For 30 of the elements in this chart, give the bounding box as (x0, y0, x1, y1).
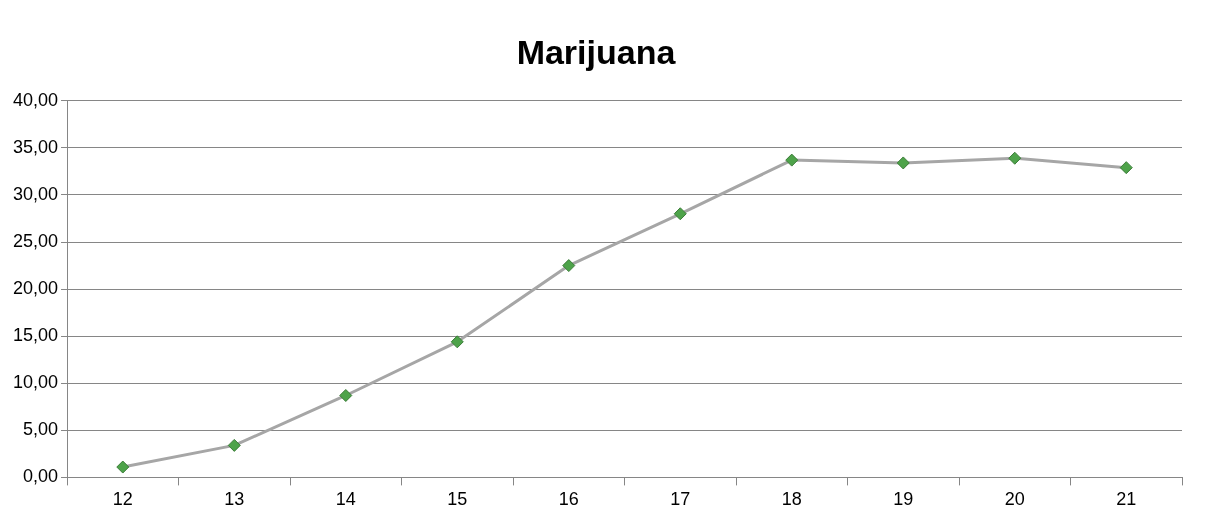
y-tick-label: 20,00 (13, 278, 59, 299)
x-tick-label: 20 (1004, 489, 1025, 510)
y-tick-label: 35,00 (13, 136, 59, 157)
x-tick-label: 14 (335, 489, 356, 510)
point (785, 153, 799, 167)
y-tick-label: 15,00 (13, 325, 59, 346)
y-tick-label: 40,00 (13, 89, 59, 110)
point (1008, 151, 1022, 165)
point (339, 388, 353, 402)
x-tick-label: 18 (781, 489, 802, 510)
point (1119, 161, 1133, 175)
x-tick-label: 13 (224, 489, 245, 510)
x-tick-label: 12 (112, 489, 133, 510)
x-tick-label: 15 (447, 489, 468, 510)
x-tick-label: 19 (893, 489, 914, 510)
x-tick-label: 17 (670, 489, 691, 510)
y-tick-label: 10,00 (13, 372, 59, 393)
point (562, 259, 576, 273)
x-tick-label: 21 (1116, 489, 1137, 510)
point (896, 156, 910, 170)
y-tick-label: 30,00 (13, 183, 59, 204)
x-tick-label: 16 (558, 489, 579, 510)
point (116, 460, 130, 474)
y-tick-label: 0,00 (23, 466, 59, 487)
point (227, 438, 241, 452)
y-tick-label: 25,00 (13, 230, 59, 251)
y-tick-label: 5,00 (23, 419, 59, 440)
chart-title: Marijuana (516, 32, 677, 71)
point (673, 207, 687, 221)
point (450, 335, 464, 349)
